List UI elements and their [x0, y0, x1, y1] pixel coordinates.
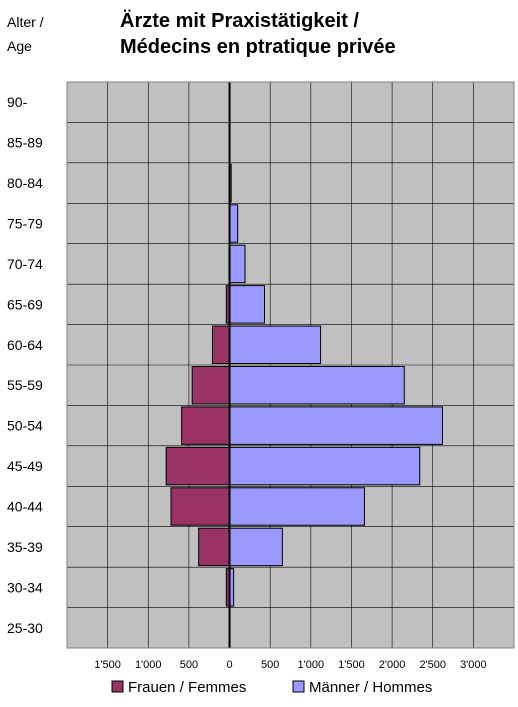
bar-frauen-60-64 — [211, 325, 231, 365]
y-tick-label: 75-79 — [7, 216, 43, 232]
chart-title: Ärzte mit Praxistätigkeit / Médecins en … — [120, 10, 396, 58]
bar-maenner-70-74 — [229, 244, 246, 284]
x-tick-label: 1'500 — [94, 659, 121, 671]
bar-maenner-50-54 — [229, 406, 443, 445]
y-tick-label: 80-84 — [7, 175, 43, 191]
y-tick-label: 30-34 — [7, 579, 43, 595]
bar-frauen-35-39 — [198, 527, 231, 567]
x-tick-label: 3'000 — [460, 659, 487, 671]
bar-maenner-40-44 — [229, 487, 365, 526]
bar-maenner-35-39 — [229, 527, 283, 567]
x-tick-label: 1'000 — [298, 659, 325, 671]
x-tick-label: 2'000 — [379, 659, 406, 671]
y-axis-title: Alter / Age — [7, 14, 44, 54]
y-tick-label: 90- — [7, 94, 28, 110]
bar-maenner-55-59 — [229, 366, 405, 405]
y-tick-label: 50-54 — [7, 418, 43, 434]
y-tick-label: 25-30 — [7, 620, 43, 636]
bar-maenner-65-69 — [229, 285, 265, 324]
y-tick-label: 70-74 — [7, 256, 43, 272]
y-tick-label: 40-44 — [7, 499, 43, 515]
y-tick-label: 55-59 — [7, 377, 43, 393]
x-tick-label: 1'500 — [338, 659, 365, 671]
legend-swatch-maenner — [292, 680, 305, 693]
bar-maenner-60-64 — [229, 325, 322, 365]
x-tick-label: 0 — [226, 659, 232, 671]
legend-swatch-frauen — [111, 680, 124, 693]
y-tick-label: 45-49 — [7, 458, 43, 474]
bar-frauen-50-54 — [181, 406, 231, 445]
legend-label-frauen: Frauen / Femmes — [128, 679, 246, 696]
x-tick-label: 1'000 — [135, 659, 162, 671]
y-tick-label: 35-39 — [7, 539, 43, 555]
bar-frauen-45-49 — [165, 446, 231, 486]
bar-maenner-45-49 — [229, 446, 421, 486]
y-tick-label: 60-64 — [7, 337, 43, 353]
bar-frauen-40-44 — [170, 487, 231, 526]
bar-maenner-75-79 — [229, 204, 239, 243]
legend-label-maenner: Männer / Hommes — [309, 679, 432, 696]
y-tick-label: 65-69 — [7, 296, 43, 312]
bar-frauen-55-59 — [191, 366, 231, 405]
plot-frame — [66, 81, 515, 649]
x-tick-label: 500 — [261, 659, 279, 671]
x-tick-label: 2'500 — [419, 659, 446, 671]
x-tick-label: 500 — [180, 659, 198, 671]
y-tick-label: 85-89 — [7, 135, 43, 151]
